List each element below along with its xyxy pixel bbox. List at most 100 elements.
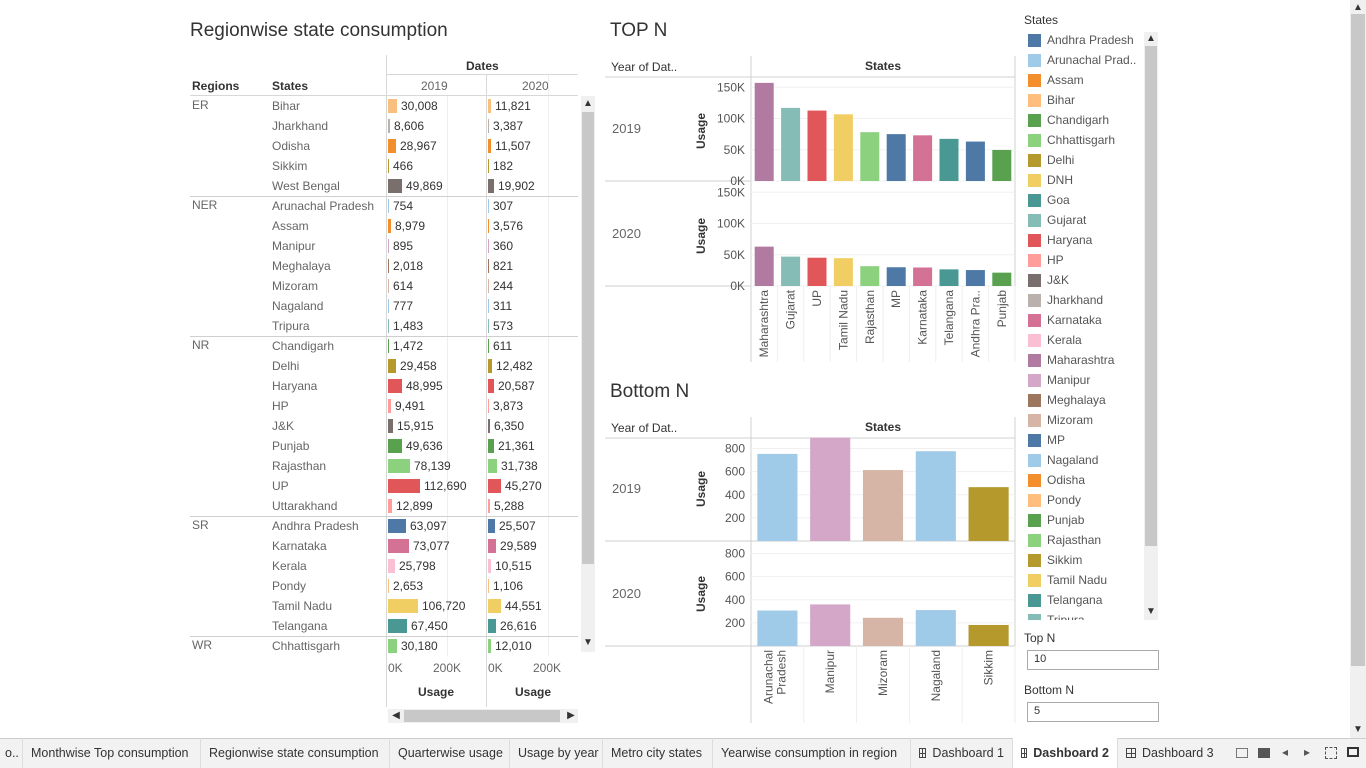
bar[interactable] xyxy=(781,256,801,286)
legend-item[interactable]: Pondy xyxy=(1028,490,1081,510)
state-label: Uttarakhand xyxy=(272,499,338,513)
legend-item[interactable]: Nagaland xyxy=(1028,450,1098,470)
legend-item[interactable]: Haryana xyxy=(1028,230,1092,250)
tab-dashboard-2[interactable]: Dashboard 2 xyxy=(1012,738,1117,768)
legend-item[interactable]: HP xyxy=(1028,250,1064,270)
page-scrollbar-thumb[interactable] xyxy=(1351,14,1365,666)
legend-item[interactable]: MP xyxy=(1028,430,1065,450)
bar[interactable] xyxy=(886,267,906,286)
legend-item[interactable]: Maharashtra xyxy=(1028,350,1114,370)
prev-sheet-icon[interactable]: ◂ xyxy=(1282,745,1289,759)
legend-item[interactable]: Gujarat xyxy=(1028,210,1086,230)
scroll-right-icon[interactable]: ▶ xyxy=(567,710,575,721)
tab-dashboard-3[interactable]: Dashboard 3 xyxy=(1117,738,1222,768)
tab-metro-city-states[interactable]: Metro city states xyxy=(602,738,712,768)
scroll-left-icon[interactable]: ◀ xyxy=(392,710,400,721)
legend-scroll-up-icon[interactable]: ▲ xyxy=(1146,33,1156,44)
legend-item[interactable]: Arunachal Prad.. xyxy=(1028,50,1136,70)
present-icon[interactable] xyxy=(1347,747,1359,757)
legend-item[interactable]: DNH xyxy=(1028,170,1073,190)
tab-dashboard-1[interactable]: Dashboard 1 xyxy=(910,738,1012,768)
legend-item[interactable]: Assam xyxy=(1028,70,1084,90)
bar[interactable] xyxy=(810,604,851,646)
scroll-down-icon[interactable]: ▼ xyxy=(583,637,593,648)
legend-item[interactable]: Chhattisgarh xyxy=(1028,130,1115,150)
bar[interactable] xyxy=(807,257,827,286)
legend-item[interactable]: Jharkhand xyxy=(1028,290,1103,310)
table-scrollbar-thumb[interactable] xyxy=(582,112,594,564)
bar[interactable] xyxy=(860,266,880,286)
bar[interactable] xyxy=(913,267,933,286)
table-hscroll-thumb[interactable] xyxy=(404,710,560,722)
bar[interactable] xyxy=(886,134,906,181)
topn-param-input[interactable]: 10 xyxy=(1027,650,1159,670)
tab-regionwise-state-consumption[interactable]: Regionwise state consumption xyxy=(200,738,389,768)
legend-item[interactable]: Tamil Nadu xyxy=(1028,570,1107,590)
bar[interactable] xyxy=(757,610,798,646)
bar[interactable] xyxy=(939,138,959,181)
legend-item[interactable]: Sikkim xyxy=(1028,550,1082,570)
bar[interactable] xyxy=(915,610,956,646)
tab-o-[interactable]: o.. xyxy=(0,738,22,768)
bar[interactable] xyxy=(862,470,904,541)
bar[interactable] xyxy=(968,624,1009,646)
bar[interactable] xyxy=(992,272,1012,286)
bar[interactable] xyxy=(757,453,798,541)
legend-item[interactable]: Goa xyxy=(1028,190,1070,210)
legend-item[interactable]: Mizoram xyxy=(1028,410,1093,430)
table-row[interactable] xyxy=(190,296,578,316)
legend-item[interactable]: Punjab xyxy=(1028,510,1084,530)
legend-item[interactable]: Meghalaya xyxy=(1028,390,1106,410)
bar[interactable] xyxy=(913,135,933,181)
value-text: 25,798 xyxy=(399,559,436,573)
legend-scrollbar-thumb[interactable] xyxy=(1145,46,1157,546)
tab-monthwise-top-consumption[interactable]: Monthwise Top consumption xyxy=(22,738,200,768)
bar[interactable] xyxy=(860,132,880,181)
legend-item[interactable]: Rajasthan xyxy=(1028,530,1101,550)
bar[interactable] xyxy=(968,487,1009,541)
legend-item[interactable]: Kerala xyxy=(1028,330,1082,350)
next-sheet-icon[interactable]: ▸ xyxy=(1304,745,1311,759)
legend-item[interactable]: Manipur xyxy=(1028,370,1090,390)
legend-item[interactable]: Telangana xyxy=(1028,590,1102,610)
legend-item[interactable]: Delhi xyxy=(1028,150,1074,170)
bar[interactable] xyxy=(807,110,827,181)
page-scroll-up-icon[interactable]: ▲ xyxy=(1353,2,1363,13)
bar[interactable] xyxy=(939,269,959,286)
scroll-up-icon[interactable]: ▲ xyxy=(583,98,593,109)
legend-item[interactable]: Bihar xyxy=(1028,90,1075,110)
legend-item[interactable]: J&K xyxy=(1028,270,1069,290)
table-row[interactable] xyxy=(190,156,578,176)
bar[interactable] xyxy=(965,141,985,181)
bar[interactable] xyxy=(833,258,853,286)
fullscreen-icon[interactable] xyxy=(1325,747,1337,759)
bottomn-param-input[interactable]: 5 xyxy=(1027,702,1159,722)
table-row[interactable] xyxy=(190,276,578,296)
grid-view-icon[interactable] xyxy=(1236,748,1248,758)
table-row[interactable] xyxy=(190,196,578,216)
tab-usage-by-year[interactable]: Usage by year xyxy=(509,738,602,768)
table-row[interactable] xyxy=(190,236,578,256)
table-row[interactable] xyxy=(190,336,578,356)
legend-scroll-down-icon[interactable]: ▼ xyxy=(1146,606,1156,617)
page-scroll-down-icon[interactable]: ▼ xyxy=(1353,724,1363,735)
legend-item[interactable]: Andhra Pradesh xyxy=(1028,30,1134,50)
bar[interactable] xyxy=(754,246,774,286)
legend-item[interactable]: Chandigarh xyxy=(1028,110,1109,130)
bar[interactable] xyxy=(862,617,904,646)
tab-quarterwise-usage[interactable]: Quarterwise usage xyxy=(389,738,509,768)
bar[interactable] xyxy=(965,270,985,286)
filmstrip-icon[interactable] xyxy=(1258,748,1270,758)
legend-item[interactable]: Odisha xyxy=(1028,470,1085,490)
table-row[interactable] xyxy=(190,256,578,276)
bar[interactable] xyxy=(833,114,853,181)
legend-item[interactable]: Karnataka xyxy=(1028,310,1102,330)
region-label: ER xyxy=(192,98,209,112)
bar[interactable] xyxy=(754,82,774,181)
table-row[interactable] xyxy=(190,316,578,336)
bar[interactable] xyxy=(992,149,1012,181)
tab-yearwise-consumption-in-region[interactable]: Yearwise consumption in region xyxy=(712,738,910,768)
bar[interactable] xyxy=(915,451,956,541)
bar[interactable] xyxy=(810,437,851,541)
bar[interactable] xyxy=(781,107,801,181)
